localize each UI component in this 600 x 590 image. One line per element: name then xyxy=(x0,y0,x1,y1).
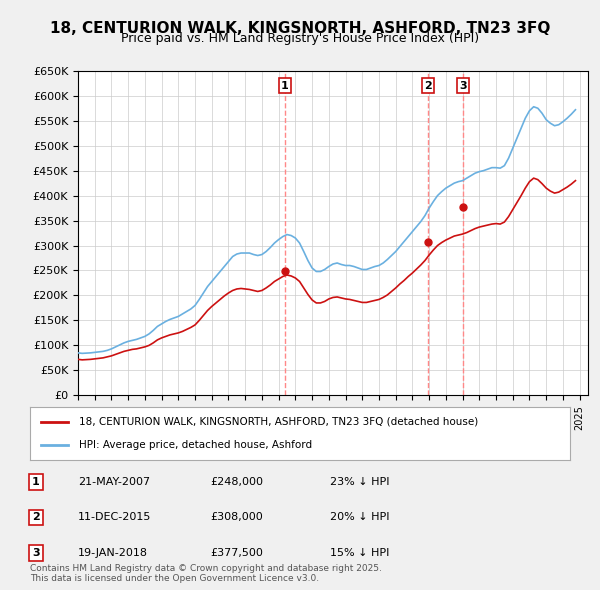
Text: 23% ↓ HPI: 23% ↓ HPI xyxy=(330,477,389,487)
Text: 15% ↓ HPI: 15% ↓ HPI xyxy=(330,548,389,558)
Text: 20% ↓ HPI: 20% ↓ HPI xyxy=(330,513,389,522)
Text: 3: 3 xyxy=(32,548,40,558)
Text: 1: 1 xyxy=(32,477,40,487)
Text: £248,000: £248,000 xyxy=(210,477,263,487)
Text: 11-DEC-2015: 11-DEC-2015 xyxy=(78,513,151,522)
Text: £308,000: £308,000 xyxy=(210,513,263,522)
Text: 21-MAY-2007: 21-MAY-2007 xyxy=(78,477,150,487)
Text: £377,500: £377,500 xyxy=(210,548,263,558)
Text: 18, CENTURION WALK, KINGSNORTH, ASHFORD, TN23 3FQ: 18, CENTURION WALK, KINGSNORTH, ASHFORD,… xyxy=(50,21,550,35)
Text: 2: 2 xyxy=(32,513,40,522)
Text: Price paid vs. HM Land Registry's House Price Index (HPI): Price paid vs. HM Land Registry's House … xyxy=(121,32,479,45)
Text: 18, CENTURION WALK, KINGSNORTH, ASHFORD, TN23 3FQ (detached house): 18, CENTURION WALK, KINGSNORTH, ASHFORD,… xyxy=(79,417,478,427)
Text: Contains HM Land Registry data © Crown copyright and database right 2025.
This d: Contains HM Land Registry data © Crown c… xyxy=(30,563,382,583)
Text: 1: 1 xyxy=(281,80,289,90)
Text: 19-JAN-2018: 19-JAN-2018 xyxy=(78,548,148,558)
Text: 3: 3 xyxy=(460,80,467,90)
Text: HPI: Average price, detached house, Ashford: HPI: Average price, detached house, Ashf… xyxy=(79,440,312,450)
Text: 2: 2 xyxy=(424,80,432,90)
